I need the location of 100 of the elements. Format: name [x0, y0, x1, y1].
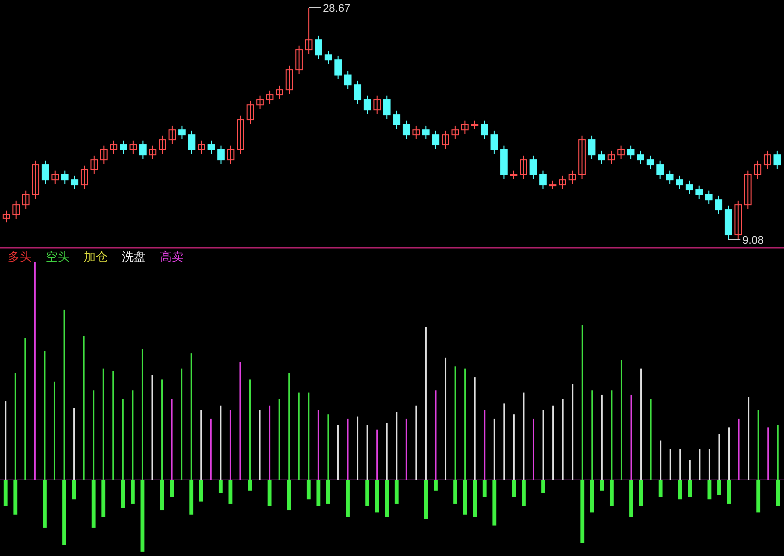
bar [316, 480, 321, 506]
candlestick [305, 8, 313, 55]
candlestick [110, 140, 118, 155]
candlestick [208, 140, 216, 155]
candlestick [588, 135, 596, 160]
candlestick [364, 95, 372, 115]
candlestick [402, 120, 410, 140]
candlestick [168, 125, 176, 145]
candlestick [61, 170, 69, 185]
bar [630, 480, 634, 518]
candlestick [227, 145, 235, 165]
bar [385, 480, 390, 518]
bar [62, 480, 66, 546]
candlestick [344, 70, 352, 90]
candlestick [12, 200, 20, 220]
candlestick [559, 175, 566, 190]
candlestick [286, 65, 294, 95]
candlestick [568, 170, 576, 185]
bar [756, 480, 761, 513]
candlestick [705, 190, 713, 205]
bar [512, 480, 516, 498]
candlestick [159, 135, 166, 155]
candlestick [383, 95, 391, 120]
candlestick [324, 50, 332, 65]
candlestick [540, 170, 547, 190]
candlestick [432, 130, 440, 150]
bar [482, 480, 487, 498]
candlestick [646, 155, 654, 170]
candlestick [774, 150, 782, 170]
bar [199, 480, 204, 502]
candlestick [80, 165, 88, 190]
bar [140, 480, 145, 552]
candlestick [218, 145, 225, 165]
bar [776, 480, 780, 506]
candlestick [715, 195, 723, 215]
bar [688, 480, 692, 498]
candlestick [42, 160, 50, 185]
annotation: 加仓 [84, 250, 108, 264]
candlestick [149, 145, 157, 160]
candlestick [618, 145, 625, 160]
candlestick [315, 35, 322, 60]
candlestick [71, 175, 79, 190]
candlestick [246, 100, 254, 125]
annotation: 高卖 [160, 250, 184, 264]
candlestick [178, 125, 186, 140]
bar [678, 480, 682, 500]
candlestick [696, 185, 704, 200]
candlestick [422, 125, 430, 140]
candlestick [754, 160, 762, 180]
candlestick [462, 120, 469, 135]
candlestick [393, 110, 401, 130]
candlestick [296, 45, 303, 75]
bar [727, 480, 732, 504]
candlestick [656, 160, 664, 180]
candlestick [412, 125, 420, 140]
candlestick [32, 160, 40, 200]
candlestick [520, 155, 528, 180]
candlestick [334, 55, 342, 80]
bar [248, 480, 252, 491]
candlestick [764, 150, 772, 170]
candlestick [530, 155, 538, 180]
annotation: 洗盘 [122, 250, 146, 264]
candlestick [744, 170, 752, 210]
candlestick [140, 140, 147, 160]
annotation: 9.08 [742, 235, 764, 247]
bar [190, 480, 194, 515]
bar [394, 480, 399, 504]
annotation: 28.67 [323, 3, 351, 15]
bar [610, 480, 614, 506]
candlestick [188, 130, 196, 155]
bar [346, 480, 350, 518]
candlestick [100, 145, 108, 165]
bar [473, 480, 478, 518]
candlestick [374, 95, 382, 115]
candlestick [442, 130, 450, 150]
candlestick [130, 140, 138, 155]
bar [130, 480, 135, 504]
candlestick [734, 200, 742, 240]
bar [218, 480, 223, 494]
bar [375, 480, 380, 513]
candlestick [608, 150, 616, 165]
bar [542, 480, 546, 494]
candlestick [237, 115, 244, 155]
candlestick [666, 170, 674, 185]
bar [4, 480, 8, 506]
bar [463, 480, 468, 515]
candlestick [266, 90, 274, 105]
candlestick [598, 150, 606, 165]
bar [92, 480, 96, 528]
candlestick [52, 170, 60, 185]
bar [326, 480, 330, 504]
candlestick [120, 140, 128, 155]
candlestick [2, 210, 10, 224]
candlestick [22, 190, 30, 210]
bar [43, 480, 47, 528]
annotation: 多头 [8, 250, 32, 264]
bar [658, 480, 663, 498]
bar [492, 480, 497, 526]
bar [600, 480, 604, 491]
bar [287, 480, 292, 511]
